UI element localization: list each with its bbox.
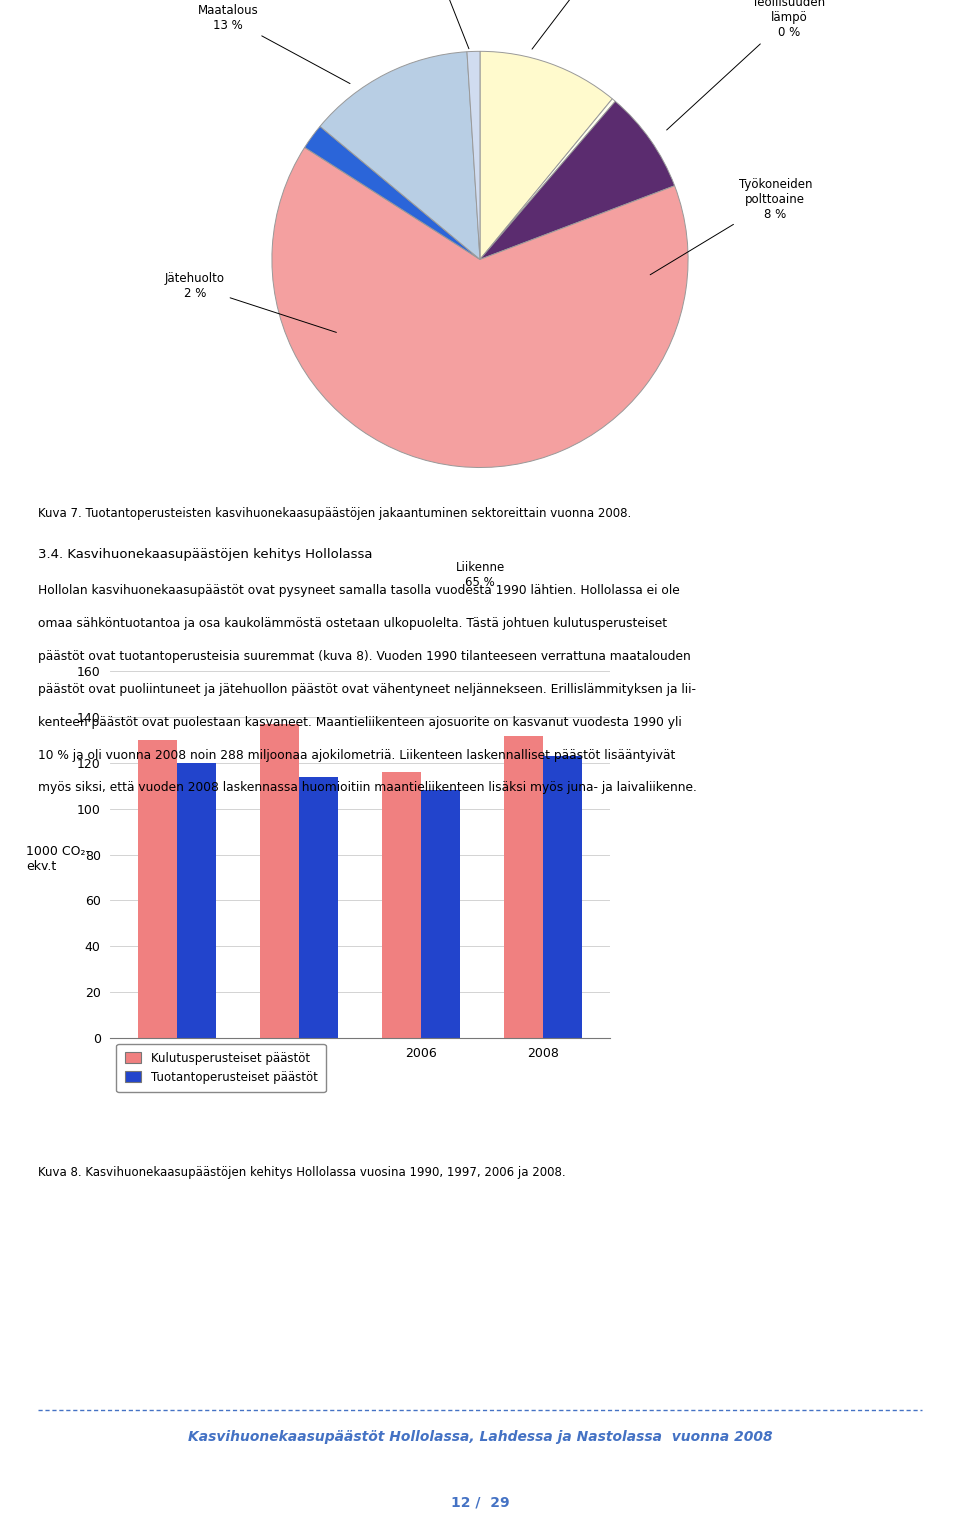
Bar <box>542 755 582 1038</box>
Text: Liikenne
65 %: Liikenne 65 % <box>455 562 505 589</box>
Text: kenteen päästöt ovat puolestaan kasvaneet. Maantieliikenteen ajosuorite on kasva: kenteen päästöt ovat puolestaan kasvanee… <box>38 716 683 729</box>
Text: Kaukolämpö
1 %: Kaukolämpö 1 % <box>376 0 468 49</box>
Text: Kuva 7. Tuotantoperusteisten kasvihuonekaasupäästöjen jakaantuminen sektoreittai: Kuva 7. Tuotantoperusteisten kasvihuonek… <box>38 507 632 520</box>
Bar <box>178 763 216 1038</box>
Bar <box>138 740 178 1038</box>
Text: 12 /  29: 12 / 29 <box>450 1495 510 1509</box>
Text: Erillislämmitys
11 %: Erillislämmitys 11 % <box>532 0 691 49</box>
Text: 3.4. Kasvihuonekaasupäästöjen kehitys Hollolassa: 3.4. Kasvihuonekaasupäästöjen kehitys Ho… <box>38 548 372 562</box>
Text: Kuva 8. Kasvihuonekaasupäästöjen kehitys Hollolassa vuosina 1990, 1997, 2006 ja : Kuva 8. Kasvihuonekaasupäästöjen kehitys… <box>38 1166 566 1180</box>
Bar <box>260 725 300 1038</box>
Wedge shape <box>304 127 480 259</box>
Text: Maatalous
13 %: Maatalous 13 % <box>198 3 350 84</box>
Wedge shape <box>480 52 612 259</box>
Text: Teollisuuden
lämpö
0 %: Teollisuuden lämpö 0 % <box>666 0 826 130</box>
Wedge shape <box>467 52 480 259</box>
Bar <box>420 790 460 1038</box>
Bar <box>382 772 420 1038</box>
Text: Työkoneiden
polttoaine
8 %: Työkoneiden polttoaine 8 % <box>650 177 812 275</box>
Text: päästöt ovat puoliintuneet ja jätehuollon päästöt ovat vähentyneet neljännekseen: päästöt ovat puoliintuneet ja jätehuollo… <box>38 684 696 696</box>
Text: Hollolan kasvihuonekaasupäästöt ovat pysyneet samalla tasolla vuodesta 1990 läht: Hollolan kasvihuonekaasupäästöt ovat pys… <box>38 584 680 598</box>
Wedge shape <box>480 99 615 259</box>
Wedge shape <box>320 52 480 259</box>
Legend: Kulutusperusteiset päästöt, Tuotantoperusteiset päästöt: Kulutusperusteiset päästöt, Tuotantoperu… <box>116 1044 325 1093</box>
Bar <box>300 777 338 1038</box>
Text: päästöt ovat tuotantoperusteisia suuremmat (kuva 8). Vuoden 1990 tilanteeseen ve: päästöt ovat tuotantoperusteisia suuremm… <box>38 650 691 664</box>
Text: myös siksi, että vuoden 2008 laskennassa huomioitiin maantieliikenteen lisäksi m: myös siksi, että vuoden 2008 laskennassa… <box>38 781 697 795</box>
Text: 10 % ja oli vuonna 2008 noin 288 miljoonaa ajokilometriä. Liikenteen laskennalli: 10 % ja oli vuonna 2008 noin 288 miljoon… <box>38 748 676 761</box>
Bar <box>504 736 542 1038</box>
Wedge shape <box>480 101 675 259</box>
Text: Kasvihuonekaasupäästöt Hollolassa, Lahdessa ja Nastolassa  vuonna 2008: Kasvihuonekaasupäästöt Hollolassa, Lahde… <box>188 1430 772 1444</box>
Text: Jätehuolto
2 %: Jätehuolto 2 % <box>165 272 336 333</box>
Text: omaa sähköntuotantoa ja osa kaukolämmöstä ostetaan ulkopuolelta. Tästä johtuen k: omaa sähköntuotantoa ja osa kaukolämmöst… <box>38 617 667 630</box>
Wedge shape <box>272 148 688 467</box>
Text: 1000 CO₂-
ekv.t: 1000 CO₂- ekv.t <box>26 845 90 873</box>
